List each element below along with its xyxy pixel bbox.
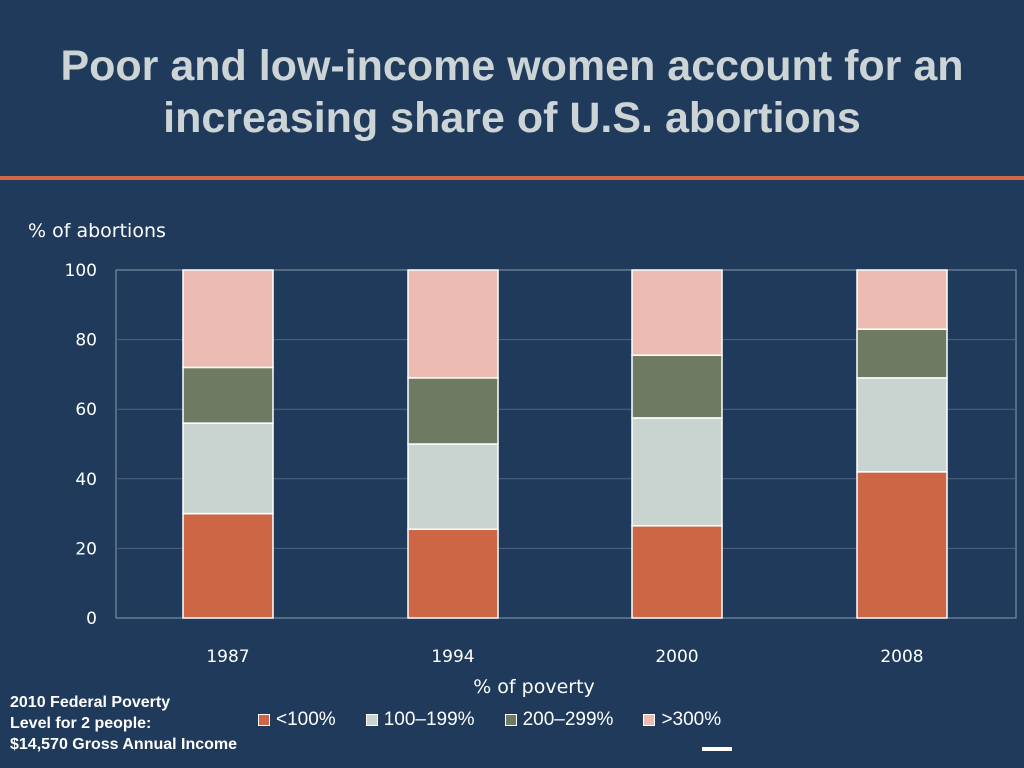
bar-segment (856, 471, 948, 619)
x-tick-label: 1987 (206, 647, 249, 667)
y-tick-label: 0 (86, 609, 97, 629)
bar-segment (631, 417, 723, 527)
title-line-1: Poor and low-income women account for an (60, 42, 964, 90)
x-tick-label: 2008 (880, 647, 923, 667)
legend-item: >300% (643, 709, 721, 731)
footnote-line-1: 2010 Federal Poverty (10, 694, 171, 711)
title-line-2: increasing share of U.S. abortions (163, 94, 861, 142)
legend-swatch (258, 714, 270, 726)
x-tick-label: 2000 (655, 647, 698, 667)
legend-item: 200–299% (504, 709, 614, 731)
y-tick-label: 100 (65, 261, 97, 281)
legend-item: 100–199% (365, 709, 475, 731)
bar-segment (182, 422, 274, 515)
legend-swatch (504, 714, 517, 726)
y-tick-label: 20 (75, 539, 97, 559)
poverty-footnote: 2010 Federal Poverty Level for 2 people:… (10, 692, 237, 755)
legend-item: <100% (258, 709, 336, 731)
slide-dash-mark (702, 747, 732, 751)
bar-segment (407, 269, 499, 379)
bar-segment (407, 377, 499, 445)
y-tick-label: 40 (75, 470, 97, 490)
chart-legend: <100% 100–199% 200–299% >300% (258, 709, 751, 731)
legend-label: 100–199% (383, 709, 475, 730)
legend-label: <100% (276, 709, 336, 730)
bar-segment (407, 528, 499, 619)
bar-segment (631, 525, 723, 619)
x-tick-label: 1994 (431, 647, 474, 667)
legend-swatch (365, 714, 378, 726)
bar-segment (631, 354, 723, 419)
footnote-line-3: $14,570 Gross Annual Income (10, 736, 238, 753)
title-divider (0, 176, 1024, 180)
y-axis-label: % of abortions (28, 220, 166, 242)
bar-segment (856, 377, 948, 473)
bar-segment (182, 512, 274, 619)
legend-label: >300% (661, 709, 722, 730)
bar-segment (856, 328, 948, 379)
legend-swatch (643, 714, 656, 726)
y-tick-label: 60 (75, 400, 97, 420)
plot-frame (115, 269, 1017, 619)
bar-segment (631, 269, 723, 357)
legend-label: 200–299% (522, 709, 614, 730)
footnote-line-2: Level for 2 people: (10, 715, 152, 732)
slide-title: Poor and low-income women account for an… (0, 40, 1024, 144)
bar-segment (182, 366, 274, 424)
bar-segment (856, 269, 948, 330)
x-axis-label: % of poverty (473, 676, 595, 698)
bar-segment (182, 269, 274, 369)
bar-segment (407, 443, 499, 531)
y-tick-label: 80 (75, 331, 97, 351)
